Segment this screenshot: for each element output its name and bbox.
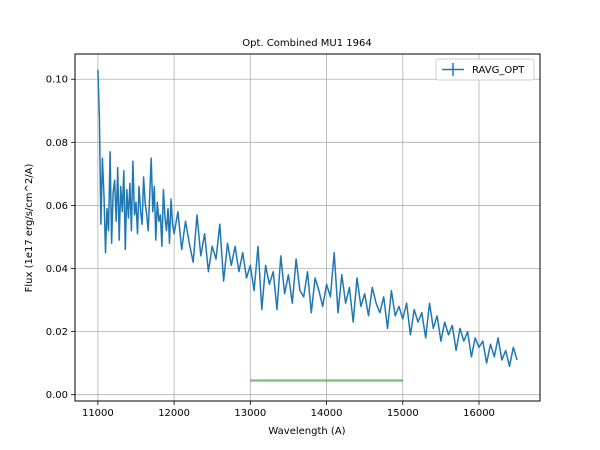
x-tick-label: 15000	[387, 408, 419, 419]
legend-series-label: RAVG_OPT	[472, 65, 525, 76]
y-axis-label: Flux (1e17 erg/s/cm^2/A)	[24, 164, 35, 293]
x-tick-label: 11000	[82, 408, 114, 419]
y-tick-label: 0.04	[46, 264, 68, 275]
x-tick-label: 16000	[463, 408, 495, 419]
y-tick-label: 0.08	[46, 138, 68, 149]
series-line-ravg-opt	[97, 69, 518, 368]
x-tick-label: 14000	[311, 408, 343, 419]
legend-box	[435, 58, 535, 81]
y-tick-label: 0.02	[46, 327, 68, 338]
axis-ticks: 11000 12000 13000 14000 15000 16000 0.00 0.02 0.…	[46, 75, 495, 419]
y-tick-label: 0.10	[46, 75, 68, 86]
chart-title: Opt. Combined MU1 1964	[242, 38, 371, 49]
grid-lines	[75, 54, 540, 401]
x-axis-label: Wavelength (A)	[268, 426, 345, 437]
x-tick-label: 13000	[234, 408, 266, 419]
x-tick-label: 12000	[158, 408, 190, 419]
legend: RAVG_OPT	[435, 58, 535, 81]
y-tick-label: 0.06	[46, 201, 68, 212]
plot-frame	[74, 53, 541, 402]
y-tick-label: 0.00	[46, 390, 68, 401]
plot-series	[97, 69, 518, 382]
